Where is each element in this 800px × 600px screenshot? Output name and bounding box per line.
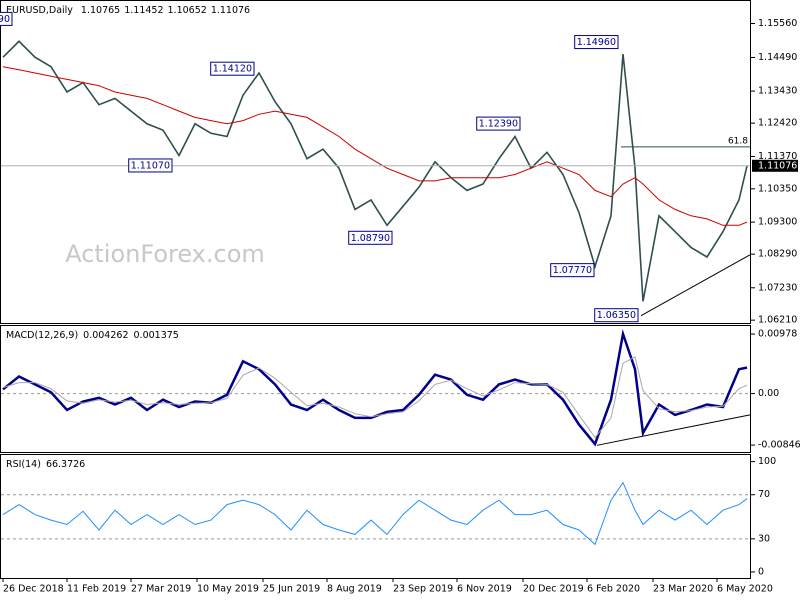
x-tick-label: 26 Dec 2018 bbox=[3, 584, 64, 595]
y-tick-label: 0 bbox=[758, 566, 764, 577]
x-tick-label: 20 Dec 2019 bbox=[523, 584, 584, 595]
price-label: 1.14120 bbox=[213, 64, 252, 75]
y-tick-label: 1.08290 bbox=[758, 249, 797, 260]
current-price-box bbox=[752, 159, 798, 172]
price-label-box bbox=[594, 308, 639, 323]
price-label: 1.12390 bbox=[479, 119, 518, 130]
series-line bbox=[2, 481, 748, 546]
header: MACD(12,26,9) 0.004262 0.001375 bbox=[6, 330, 179, 341]
price-label-box bbox=[128, 158, 173, 173]
y-tick-label: 0.00978 bbox=[758, 329, 797, 340]
series-line bbox=[2, 356, 748, 439]
header-title: MACD(12,26,9) bbox=[6, 330, 78, 341]
trend-line bbox=[640, 254, 751, 317]
trend-line bbox=[596, 414, 751, 446]
y-tick-label: 1.11370 bbox=[758, 151, 797, 162]
series-line bbox=[2, 66, 748, 226]
x-tick-label: 8 Aug 2019 bbox=[327, 584, 382, 595]
price-label-box bbox=[574, 35, 619, 50]
series-line bbox=[2, 328, 748, 447]
price-label-box bbox=[476, 116, 521, 131]
x-tick-label: 10 May 2019 bbox=[197, 584, 259, 595]
header-value: 0.004262 bbox=[83, 330, 128, 341]
y-tick-label: 1.06210 bbox=[758, 315, 797, 326]
price-label: 1.07770 bbox=[553, 265, 592, 276]
header-ohlc: 1.11076 bbox=[211, 5, 250, 16]
y-tick-label: 1.07230 bbox=[758, 282, 797, 293]
y-tick-label: 1.13430 bbox=[758, 86, 797, 97]
header-title: RSI(14) bbox=[6, 459, 41, 470]
header-ohlc: 1.11452 bbox=[124, 5, 163, 16]
price-label: 1.06350 bbox=[597, 310, 636, 321]
y-tick-label: 1.12420 bbox=[758, 118, 797, 129]
header: EURUSD,Daily 1.10765 1.11452 1.10652 1.11076 bbox=[6, 5, 250, 16]
y-tick-label: 70 bbox=[758, 489, 770, 500]
y-tick-label: 0.00 bbox=[758, 388, 779, 399]
y-tick-label: 100 bbox=[758, 456, 776, 467]
series-line bbox=[2, 40, 748, 302]
x-tick-label: 6 Feb 2020 bbox=[587, 584, 640, 595]
price-label: 90 bbox=[0, 14, 10, 25]
price-label-box bbox=[550, 263, 595, 278]
price-label-box bbox=[0, 11, 13, 26]
x-tick-label: 6 Nov 2019 bbox=[457, 584, 512, 595]
panel-frame bbox=[0, 0, 751, 324]
y-tick-label: 1.09300 bbox=[758, 217, 797, 228]
y-tick-label: 1.15560 bbox=[758, 18, 797, 29]
header-value: 0.001375 bbox=[134, 330, 179, 341]
x-tick-label: 25 Jun 2019 bbox=[263, 584, 320, 595]
y-tick-label: 30 bbox=[758, 533, 770, 544]
x-tick-label: 6 May 2020 bbox=[717, 584, 773, 595]
price-label: 1.14960 bbox=[577, 37, 616, 48]
header: RSI(14) 66.3726 bbox=[6, 459, 85, 470]
panel-frame bbox=[0, 325, 751, 453]
panel-frame bbox=[0, 454, 751, 579]
x-tick-label: 23 Mar 2020 bbox=[653, 584, 713, 595]
header-title: EURUSD,Daily bbox=[6, 5, 73, 16]
price-label: 1.11070 bbox=[131, 160, 170, 171]
x-tick-label: 27 Mar 2019 bbox=[131, 584, 191, 595]
price-label: 1.08790 bbox=[351, 233, 390, 244]
y-tick-label: 1.10350 bbox=[758, 183, 797, 194]
price-label-box bbox=[348, 230, 393, 245]
header-ohlc: 1.10765 bbox=[81, 5, 120, 16]
y-tick-label: -0.008464 bbox=[758, 440, 800, 451]
x-tick-label: 23 Sep 2019 bbox=[393, 584, 453, 595]
header-ohlc: 1.10652 bbox=[168, 5, 207, 16]
header-value: 66.3726 bbox=[46, 459, 85, 470]
price-label-box bbox=[210, 61, 255, 76]
x-tick-label: 11 Feb 2019 bbox=[67, 584, 126, 595]
y-tick-label: 1.14490 bbox=[758, 52, 797, 63]
watermark: ActionForex.com bbox=[65, 240, 265, 268]
fib-label: 61.8 bbox=[728, 136, 748, 146]
current-price-label: 1.11076 bbox=[758, 160, 797, 171]
